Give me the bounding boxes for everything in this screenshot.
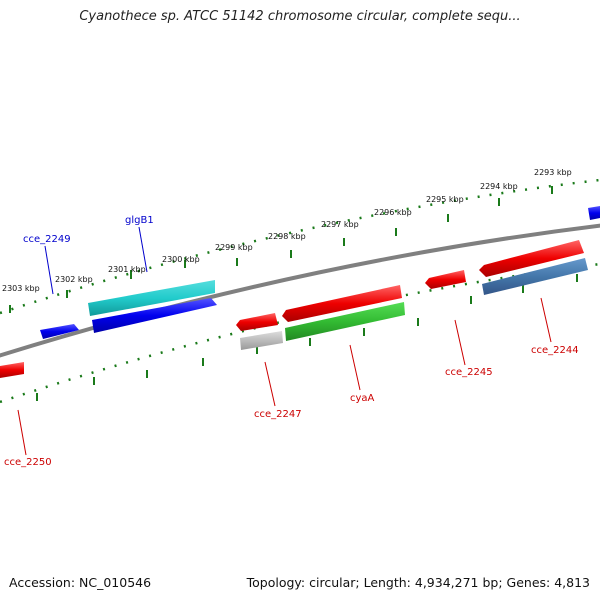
ruler-label: 2297 kbp	[321, 220, 359, 229]
ruler-label: 2300 kbp	[162, 255, 200, 264]
leader-line	[349, 344, 361, 391]
gene-cce-2244-shape[interactable]	[479, 240, 584, 277]
ruler-label: 2295 kbp	[426, 195, 464, 204]
feature-glgB1-cyan	[88, 280, 215, 316]
ruler-label: 2296 kbp	[374, 208, 412, 217]
gene-offscreen-forward-shape[interactable]	[588, 206, 600, 220]
gene-label-glgB1[interactable]: glgB1	[125, 215, 154, 226]
ruler-label: 2293 kbp	[534, 168, 572, 177]
feature-cce-2244-steelblue	[482, 258, 588, 295]
gene-label-cce-2250[interactable]: cce_2250	[4, 457, 52, 468]
gene-label-cce-2247[interactable]: cce_2247	[254, 409, 302, 420]
gene-glgB1-shape[interactable]	[92, 298, 217, 333]
feature-cyaA-green	[285, 302, 405, 341]
map-title: Cyanothece sp. ATCC 51142 chromosome cir…	[79, 9, 521, 24]
gene-cce-2245-shape[interactable]	[425, 270, 466, 289]
leader-line	[138, 226, 148, 273]
reverse-ruler-major-ticks	[36, 274, 578, 401]
gene-cce-2249-shape[interactable]	[40, 324, 79, 339]
leader-line	[17, 409, 27, 456]
chromosome-backbone	[0, 223, 600, 358]
forward-ruler-line	[0, 178, 600, 315]
accession-text: Accession: NC_010546	[9, 575, 152, 590]
gene-labels: cce_2249 glgB1 cce_2250 cce_2247 cyaA cc…	[4, 215, 579, 468]
ruler-label: 2302 kbp	[55, 275, 93, 284]
gene-label-cyaA[interactable]: cyaA	[350, 393, 375, 404]
feature-cce-2247-gray	[240, 331, 283, 350]
ruler-label: 2301 kbp	[108, 265, 146, 274]
gene-cce-2247-shape[interactable]	[236, 313, 278, 331]
ruler-label: 2299 kbp	[215, 243, 253, 252]
sequence-summary-text: Topology: circular; Length: 4,934,271 bp…	[246, 575, 590, 590]
ruler-labels: 2293 kbp 2294 kbp 2295 kbp 2296 kbp 2297…	[2, 168, 572, 293]
gene-cyaA-shape[interactable]	[282, 285, 402, 322]
forward-ruler-major-ticks	[9, 186, 553, 313]
leader-line	[540, 297, 552, 343]
leader-line	[264, 361, 276, 407]
gene-cce-2250-shape[interactable]	[0, 362, 24, 378]
gene-label-cce-2249[interactable]: cce_2249	[23, 234, 71, 245]
ruler-label: 2298 kbp	[268, 232, 306, 241]
leader-line	[454, 319, 466, 366]
ruler-label: 2294 kbp	[480, 182, 518, 191]
gene-leader-lines	[17, 226, 552, 456]
ruler-label: 2303 kbp	[2, 284, 40, 293]
gene-label-cce-2244[interactable]: cce_2244	[531, 345, 579, 356]
leader-line	[44, 245, 54, 295]
gene-label-cce-2245[interactable]: cce_2245	[445, 367, 493, 378]
